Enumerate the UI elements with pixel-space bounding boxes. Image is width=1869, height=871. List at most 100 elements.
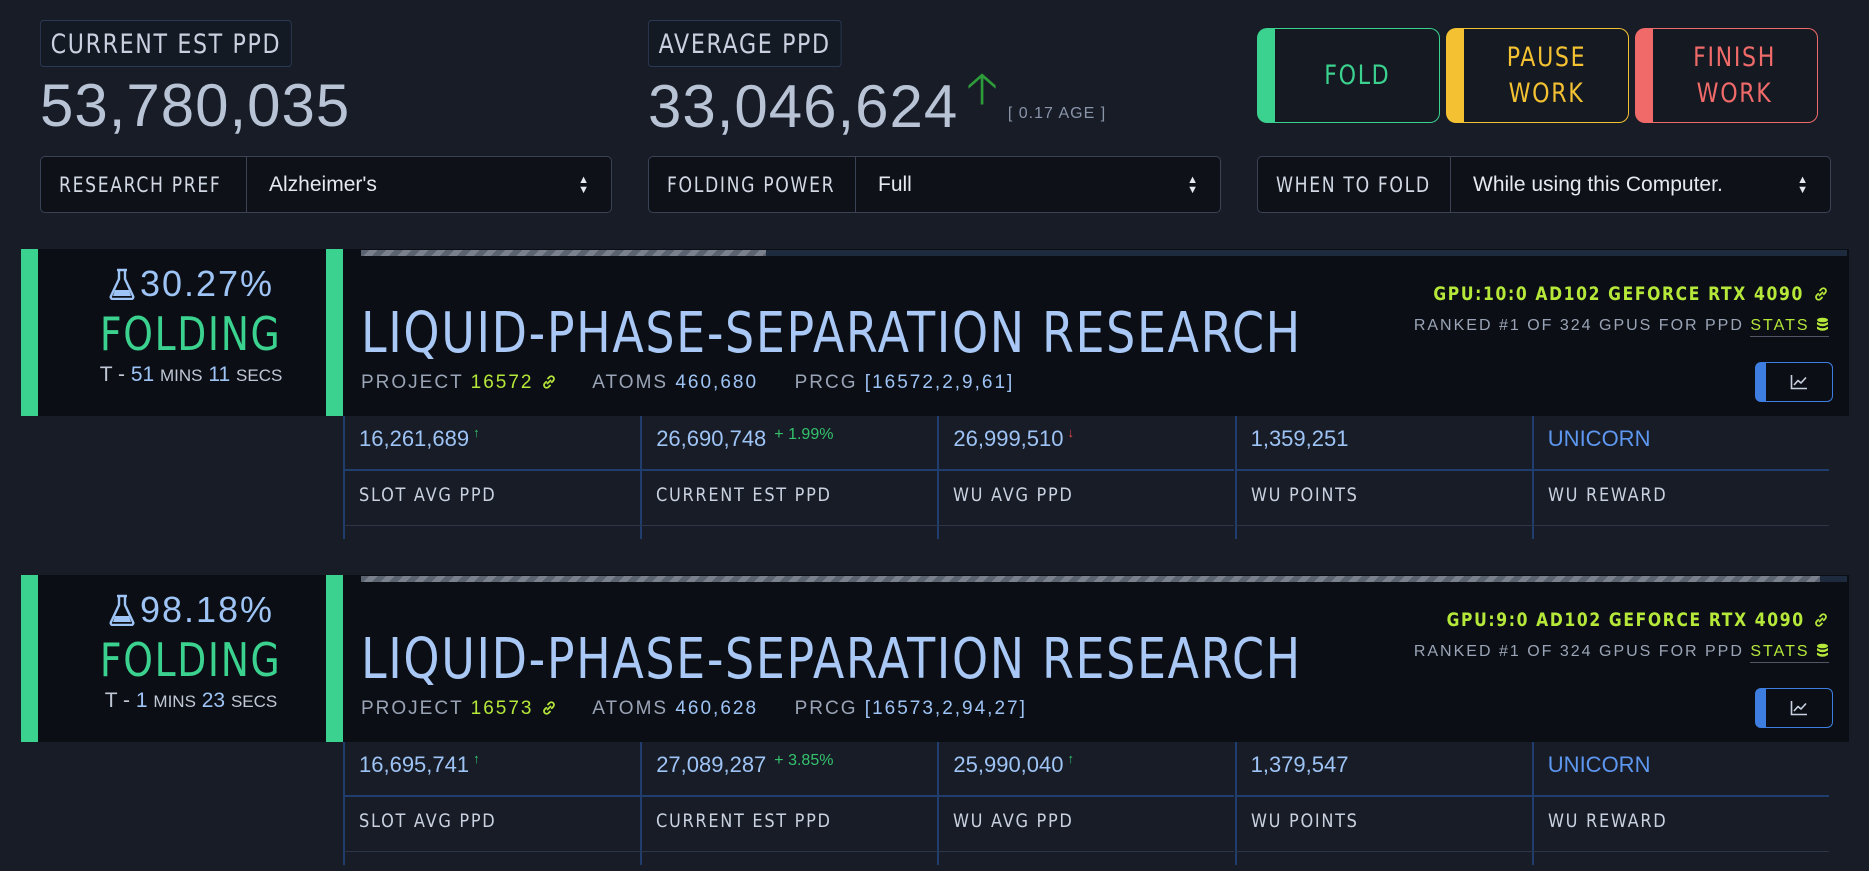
average-ppd-value: 33,046,624 [648, 73, 959, 140]
metric-value-row: 26,999,510 ↓ [953, 426, 1082, 452]
gpu-link[interactable]: GPU:10:0 AD102 GEFORCE RTX 4090 [1352, 283, 1829, 305]
stats-link[interactable]: STATS [1750, 643, 1829, 663]
research-pref-value: Alzheimer's [269, 172, 377, 196]
metric-label: WU AVG PPD [953, 484, 1074, 506]
average-ppd-stat: AVERAGE PPD 33,046,624 🡡 [ 0.17 AGE ] [648, 20, 1106, 141]
metric-label: CURRENT EST PPD [656, 484, 832, 506]
slot-percent-row: 98.18% [38, 589, 344, 631]
metric-label: WU POINTS [1250, 810, 1359, 832]
when-to-fold-dropdown[interactable]: While using this Computer. ▲ ▼ [1451, 157, 1830, 212]
metric-change: + 1.99% [774, 426, 834, 443]
finish-work-button[interactable]: FINISH WORK [1635, 28, 1818, 123]
pause-work-button-label: PAUSE WORK [1506, 41, 1586, 109]
slot-main-panel: GPU:10:0 AD102 GEFORCE RTX 4090 RANKED #… [326, 249, 1849, 416]
select-arrows-icon: ▲ ▼ [1797, 173, 1808, 196]
gpu-rank: RANKED #1 OF 324 GPUS FOR PPD STATS [1414, 317, 1829, 337]
metric-value-row: 1,379,547 [1251, 752, 1357, 778]
finish-work-button-label: FINISH WORK [1693, 41, 1777, 109]
metric-label: WU REWARD [1547, 484, 1668, 506]
metric-label: WU REWARD [1547, 810, 1668, 832]
slot-eta: T - 51 MINS 11 SECS [99, 363, 283, 386]
folding-power-value: Full [878, 172, 912, 196]
metric-value: UNICORN [1547, 752, 1651, 777]
metric-cell: 26,999,510 ↓ WU AVG PPD [937, 416, 1235, 539]
current-est-ppd-value: 53,780,035 [40, 72, 351, 139]
metric-value-row: UNICORN [1548, 752, 1659, 778]
metric-value-row: 1,359,251 [1251, 426, 1357, 452]
slot-chart-button[interactable] [1755, 688, 1833, 728]
folding-power-dropdown[interactable]: Full ▲ ▼ [856, 157, 1220, 212]
slot-metrics: 16,695,741 ↑ SLOT AVG PPD 27,089,287 + 3… [343, 742, 1829, 865]
trend-arrow-icon: ↑ [473, 751, 480, 766]
project-meta: PROJECT 16573 ATOMS 460,628 PRCG [16573,… [361, 698, 1027, 719]
project-title: LIQUID-PHASE-SEPARATION RESEARCH [361, 627, 1302, 692]
gpu-rank: RANKED #1 OF 324 GPUS FOR PPD STATS [1414, 643, 1829, 663]
trend-arrow-icon: ↓ [1067, 425, 1075, 440]
metric-cell: UNICORN WU REWARD [1531, 742, 1829, 865]
metric-value-row: UNICORN [1548, 426, 1659, 452]
slot-chart-button[interactable] [1755, 362, 1833, 402]
trend-arrow-icon: ↑ [473, 425, 480, 440]
metric-value: UNICORN [1547, 426, 1651, 451]
slot-status-text: FOLDING [100, 307, 282, 361]
when-to-fold-value: While using this Computer. [1473, 172, 1723, 196]
research-pref-label: RESEARCH PREF [41, 157, 247, 212]
metric-value: 26,999,510 [953, 426, 1064, 451]
link-icon [542, 375, 555, 389]
slot-status-text: FOLDING [100, 633, 282, 687]
metric-cell: 1,379,547 WU POINTS [1234, 742, 1532, 865]
chart-icon [1790, 375, 1807, 390]
fold-button-label: FOLD [1323, 59, 1391, 91]
metric-cell: 26,690,748 + 1.99% CURRENT EST PPD [640, 416, 938, 539]
folding-power-label: FOLDING POWER [649, 157, 856, 212]
trend-arrow-icon: ↑ [1067, 751, 1075, 766]
metric-value-row: 16,261,689 ↑ [359, 426, 488, 452]
metric-cell: 16,695,741 ↑ SLOT AVG PPD [343, 742, 640, 865]
gpu-link[interactable]: GPU:9:0 AD102 GEFORCE RTX 4090 [1368, 609, 1829, 631]
metric-value: 1,379,547 [1250, 752, 1349, 777]
current-est-ppd-stat: CURRENT EST PPD 53,780,035 [40, 20, 350, 140]
slot-status-panel: 98.18% FOLDING T - 1 MINS 23 SECS [21, 575, 344, 742]
flask-icon [109, 268, 135, 300]
metric-value: 16,695,741 [359, 752, 470, 777]
link-icon [1815, 287, 1827, 301]
metric-cell: 27,089,287 + 3.85% CURRENT EST PPD [640, 742, 938, 865]
research-pref-select[interactable]: RESEARCH PREF Alzheimer's ▲ ▼ [40, 156, 612, 213]
metric-value: 27,089,287 [656, 752, 767, 777]
slot-main-panel: GPU:9:0 AD102 GEFORCE RTX 4090 RANKED #1… [326, 575, 1849, 742]
slot-progress-fill [361, 250, 767, 256]
slot-progress-bar [361, 250, 1847, 256]
current-est-ppd-label: CURRENT EST PPD [40, 20, 292, 67]
slot-percent-row: 30.27% [38, 263, 344, 305]
slot-metrics: 16,261,689 ↑ SLOT AVG PPD 26,690,748 + 1… [343, 416, 1829, 539]
metric-change: + 3.85% [774, 752, 834, 769]
slot-eta: T - 1 MINS 23 SECS [104, 689, 278, 712]
metric-label: CURRENT EST PPD [656, 810, 832, 832]
metric-value-row: 16,695,741 ↑ [359, 752, 488, 778]
metric-value: 25,990,040 [953, 752, 1064, 777]
fold-button[interactable]: FOLD [1257, 28, 1440, 123]
research-pref-dropdown[interactable]: Alzheimer's ▲ ▼ [247, 157, 611, 212]
slot-progress-fill [361, 576, 1820, 582]
slot-progress-bar [361, 576, 1847, 582]
project-link[interactable]: 16573 [471, 698, 564, 719]
link-icon [1815, 613, 1827, 627]
project-link[interactable]: 16572 [471, 372, 564, 393]
slot-percent: 98.18% [139, 589, 275, 630]
folding-power-select[interactable]: FOLDING POWER Full ▲ ▼ [648, 156, 1221, 213]
metric-label: SLOT AVG PPD [359, 484, 497, 506]
pause-work-button[interactable]: PAUSE WORK [1446, 28, 1629, 123]
metric-value-row: 26,690,748 + 1.99% [656, 426, 833, 452]
project-meta: PROJECT 16572 ATOMS 460,680 PRCG [16572,… [361, 372, 1015, 393]
stats-link[interactable]: STATS [1750, 317, 1829, 337]
metric-cell: 16,261,689 ↑ SLOT AVG PPD [343, 416, 640, 539]
slot-percent: 30.27% [139, 263, 275, 304]
when-to-fold-select[interactable]: WHEN TO FOLD While using this Computer. … [1257, 156, 1831, 213]
flask-icon [109, 594, 135, 626]
metric-cell: UNICORN WU REWARD [1531, 416, 1829, 539]
database-icon [1817, 317, 1828, 331]
database-icon [1817, 643, 1828, 657]
metric-value: 26,690,748 [656, 426, 767, 451]
slot-status-panel: 30.27% FOLDING T - 51 MINS 11 SECS [21, 249, 344, 416]
metric-value: 16,261,689 [359, 426, 470, 451]
